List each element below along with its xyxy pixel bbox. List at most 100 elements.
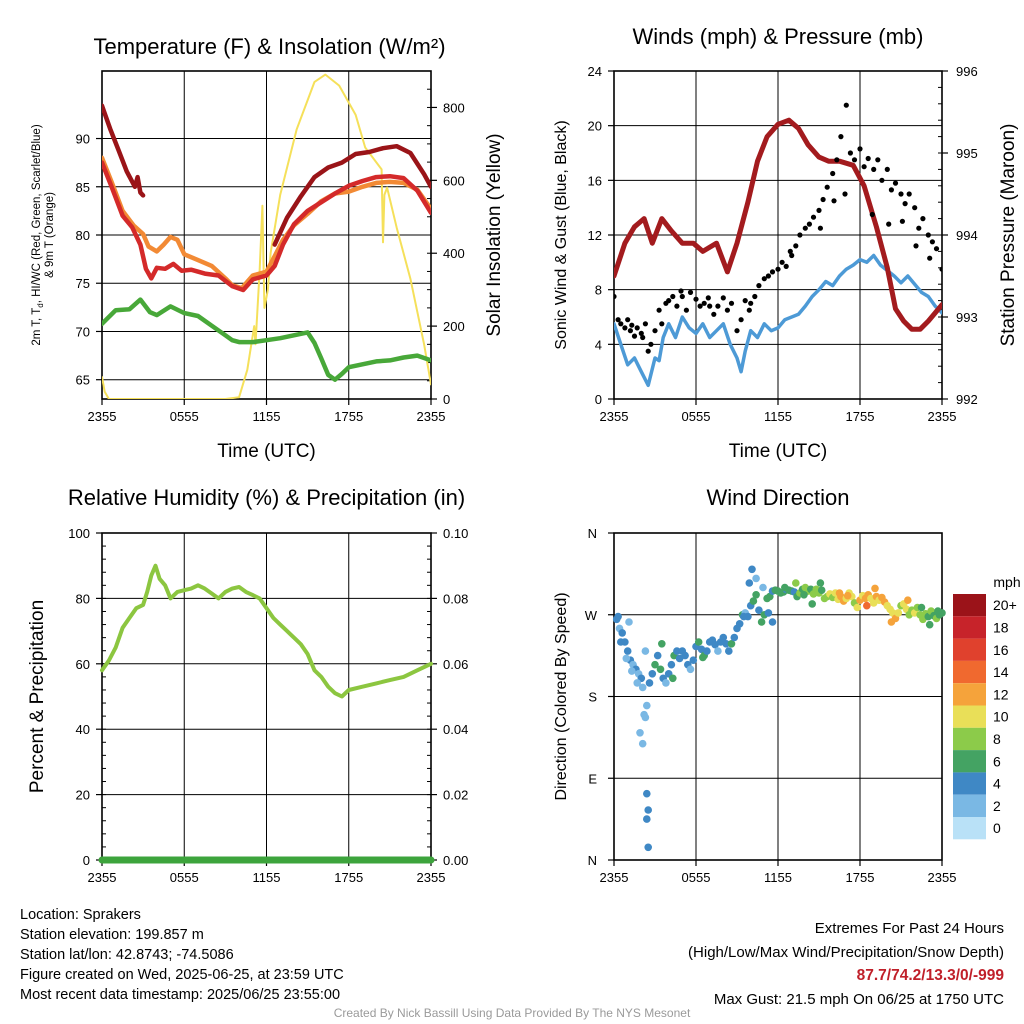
gust-point	[831, 198, 837, 204]
wind-y-tick-label: 24	[588, 64, 602, 79]
gust-point	[851, 157, 858, 163]
direction-point	[863, 601, 871, 610]
direction-point	[628, 667, 636, 675]
precip-tick-label: 0.02	[443, 788, 468, 803]
gust-point	[929, 239, 936, 245]
direction-point	[638, 683, 647, 692]
rh-chart-title: Relative Humidity (%) & Precipitation (i…	[68, 485, 465, 510]
temp-y-tick-label: 70	[76, 324, 90, 339]
rh-x-tick-label: 2355	[417, 870, 446, 885]
colorbar-label: 4	[993, 776, 1001, 792]
dir-chart-title: Wind Direction	[706, 485, 849, 510]
precip-tick-label: 0.04	[443, 722, 468, 737]
direction-point	[934, 607, 942, 615]
direction-point	[694, 638, 703, 646]
gust-point	[865, 155, 871, 162]
temp-series-red-line	[102, 160, 431, 293]
direction-point	[745, 579, 754, 587]
colorbar-swatch	[953, 817, 986, 840]
temp-series-dark_red-line	[102, 103, 146, 198]
gust-point	[912, 205, 918, 211]
direction-point	[853, 603, 862, 612]
temp-y-axis-label-line1: 2m T, Td, HI/WC (Red, Green, Scarlet/Blu…	[31, 124, 45, 345]
direction-point	[645, 679, 654, 687]
direction-point	[871, 584, 879, 593]
extremes-title: Extremes For Past 24 Hours	[814, 920, 1004, 937]
direction-point	[641, 647, 650, 655]
gust-point	[656, 307, 662, 313]
insolation-tick-label: 600	[443, 173, 465, 188]
gust-point	[742, 298, 748, 304]
gust-point	[875, 157, 881, 163]
extremes-panel: Extremes For Past 24 Hours (High/Low/Max…	[688, 917, 1004, 1011]
direction-point	[755, 606, 763, 614]
gust-point	[789, 252, 795, 259]
gust-point	[769, 269, 776, 275]
rh-x-tick-label: 1155	[253, 870, 281, 885]
gust-point	[622, 325, 628, 331]
temp-y-tick-label: 85	[76, 180, 90, 195]
extremes-values: 87.7/74.2/13.3/0/-999	[856, 967, 1004, 984]
gust-point	[817, 225, 824, 231]
direction-point	[703, 647, 711, 655]
gust-point	[634, 325, 640, 331]
gust-point	[715, 303, 721, 309]
gust-point	[898, 191, 904, 197]
direction-point	[643, 815, 651, 823]
insolation-axis-label: Solar Insolation (Yellow)	[484, 133, 505, 336]
gust-point	[913, 243, 919, 249]
direction-point	[725, 647, 733, 655]
gust-point	[886, 221, 892, 227]
gust-point	[701, 300, 707, 306]
gust-point	[748, 300, 754, 306]
precip-tick-label: 0.08	[443, 591, 468, 606]
gust-point	[842, 191, 848, 197]
colorbar-label: 10	[993, 709, 1009, 725]
rh-y-tick-label: 40	[76, 722, 90, 737]
pressure-tick-label: 995	[956, 146, 978, 161]
rh-y-axis-label: Percent & Precipitation	[27, 600, 48, 793]
gust-point	[638, 330, 644, 336]
gust-point	[720, 295, 726, 301]
insolation-tick-label: 800	[443, 100, 465, 115]
direction-point	[817, 586, 826, 594]
rh-x-tick-label: 2355	[88, 870, 117, 885]
gust-point	[802, 225, 808, 231]
gust-point	[679, 293, 685, 300]
temp-x-tick-label: 1155	[253, 409, 281, 424]
gust-point	[797, 232, 803, 238]
gust-point	[899, 218, 906, 224]
gust-point	[642, 321, 649, 327]
elevation-text: Station elevation: 199.857 m	[20, 927, 204, 943]
gust-point	[659, 321, 665, 327]
gust-point	[871, 166, 877, 172]
gust-point	[884, 166, 890, 172]
wind-chart-title: Winds (mph) & Pressure (mb)	[633, 24, 924, 49]
colorbar-label: 8	[993, 731, 1001, 747]
gust-point	[683, 307, 690, 313]
direction-point	[719, 633, 728, 642]
dir-y-tick-label: N	[588, 526, 597, 541]
pressure-tick-label: 992	[956, 392, 978, 407]
rh-y-tick-label: 100	[68, 526, 90, 541]
temp-series-yellow-line	[102, 73, 431, 399]
insolation-tick-label: 400	[443, 246, 465, 261]
colorbar-label: 0	[993, 820, 1001, 836]
rh-x-tick-label: 0555	[170, 870, 199, 885]
gust-point	[869, 211, 875, 218]
gust-point	[892, 180, 899, 186]
gust-point	[615, 317, 621, 323]
gust-point	[705, 295, 711, 301]
gust-point	[920, 216, 926, 222]
direction-point	[904, 596, 912, 604]
temp-y-tick-label: 90	[76, 132, 90, 147]
direction-point	[768, 618, 777, 626]
temp-y-axis-label: 2m T, Td, HI/WC (Red, Green, Scarlet/Blu…	[31, 124, 56, 345]
gust-point	[927, 255, 933, 261]
direction-point	[681, 651, 689, 660]
dir-x-tick-label: 1155	[764, 870, 792, 885]
gust-point	[906, 191, 912, 197]
temp-y-axis-label-line2: & 9m T (Orange)	[44, 192, 56, 278]
wind-y-tick-label: 20	[588, 119, 602, 134]
direction-point	[887, 618, 896, 626]
